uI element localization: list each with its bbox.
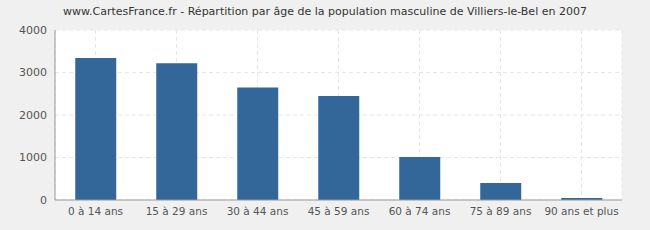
svg-text:4000: 4000 xyxy=(19,24,47,37)
svg-text:1000: 1000 xyxy=(19,151,47,164)
svg-text:90 ans et plus: 90 ans et plus xyxy=(544,205,618,217)
svg-text:15 à 29 ans: 15 à 29 ans xyxy=(146,205,208,217)
svg-text:45 à 59 ans: 45 à 59 ans xyxy=(308,205,370,217)
svg-text:60 à 74 ans: 60 à 74 ans xyxy=(389,205,451,217)
svg-text:0 à 14 ans: 0 à 14 ans xyxy=(68,205,123,217)
svg-text:2000: 2000 xyxy=(19,109,47,122)
svg-text:0: 0 xyxy=(40,194,47,207)
svg-text:30 à 44 ans: 30 à 44 ans xyxy=(227,205,289,217)
svg-text:3000: 3000 xyxy=(19,66,47,79)
html-text:www.CartesFrance.fr - Répartit: www.CartesFrance.fr - Répartition par âg… xyxy=(63,5,587,18)
svg-text:75 à 89 ans: 75 à 89 ans xyxy=(470,205,532,217)
